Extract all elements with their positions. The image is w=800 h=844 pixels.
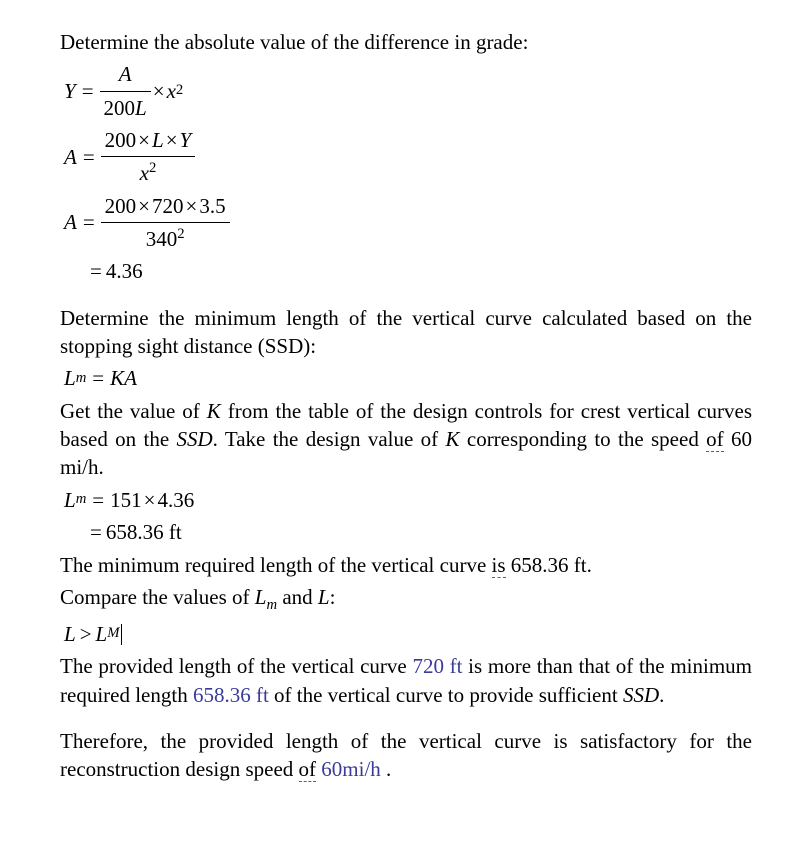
value-658: 658.36 ft [106,518,182,546]
x-var: x [167,77,176,105]
equals: = [77,143,101,171]
exp-2: 2 [177,226,184,242]
times: × [142,486,158,514]
v-151: 151 [110,486,142,514]
eq-a-lhs: A [64,208,77,236]
times: × [184,194,200,218]
para-min-length: The minimum required length of the verti… [60,551,752,579]
dot: . [659,683,664,707]
fraction: 200×L×Y x2 [101,126,196,188]
numerator: A [119,62,132,86]
equals: = [77,208,101,236]
colon: : [330,585,336,609]
fraction: 200×720×3.5 3402 [101,192,230,254]
txt: of the vertical curve to provide suffici… [269,683,623,707]
sub-m: m [76,369,87,389]
n-Y: Y [180,128,192,152]
n-200: 200 [105,194,137,218]
eq-a-lhs: A [64,143,77,171]
times: × [136,128,152,152]
intro-text-1: Determine the absolute value of the diff… [60,28,752,56]
sp [724,427,731,451]
document-page: Determine the absolute value of the diff… [0,0,800,816]
equals: = [86,486,110,514]
dot: . [587,553,592,577]
sub-M: M [107,624,119,644]
L: L [318,585,330,609]
sub-m: m [266,597,277,613]
txt: and [277,585,318,609]
of-underlined: of [706,427,724,452]
den-340: 340 [146,227,178,251]
dot: . [99,455,104,479]
equals: = [90,518,106,546]
val-658: 658.36 ft [193,683,269,707]
K: K [446,427,460,451]
equation-l-gt-lm: L > LM [60,620,752,648]
L: L [255,585,267,609]
val-speed: 60mi/h [321,757,381,781]
L: L [64,486,76,514]
val-720: 720 ft [412,654,462,678]
exp-2: 2 [149,160,156,176]
equation-a-2: A = 200×720×3.5 3402 [60,192,752,254]
n-200: 200 [105,128,137,152]
txt: corresponding to the speed [460,427,707,451]
txt: Get the value of [60,399,207,423]
txt: Therefore, the provided length of the ve… [60,729,752,781]
sub-m: m [76,490,87,510]
of-underlined: of [299,757,317,782]
L: L [96,620,108,648]
n-720: 720 [152,194,184,218]
txt: Compare the values of [60,585,255,609]
v-4.36: 4.36 [157,486,194,514]
L: L [64,364,76,392]
txt: The provided length of the vertical curv… [60,654,412,678]
equation-lm-ka: Lm = KA [60,364,752,392]
equation-a-result: = 4.36 [60,257,752,285]
den-200: 200 [104,96,136,120]
times: × [136,194,152,218]
text-cursor-icon [121,624,122,645]
n-3.5: 3.5 [199,194,225,218]
para-compare: Compare the values of Lm and L: [60,583,752,616]
den-x: x [140,161,149,185]
equals: = [76,77,100,105]
value-4.36: 4.36 [106,257,143,285]
para-k-explain: Get the value of K from the table of the… [60,397,752,482]
times: × [151,77,167,105]
is-underlined: is [492,553,506,578]
txt: . Take the design value of [213,427,446,451]
gt: > [76,620,96,648]
fraction: A 200L [100,60,151,122]
equals: = [90,257,106,285]
SSD: SSD [176,427,212,451]
para-conclusion: Therefore, the provided length of the ve… [60,727,752,784]
equation-a-1: A = 200×L×Y x2 [60,126,752,188]
SSD: SSD [623,683,659,707]
den-L: L [135,96,147,120]
val-658: 658.36 ft [511,553,587,577]
times: × [164,128,180,152]
exp-2: 2 [176,81,183,101]
equation-lm-calc: Lm = 151×4.36 [60,486,752,514]
equation-y: Y = A 200L × x2 [60,60,752,122]
para-provided-length: The provided length of the vertical curv… [60,652,752,709]
n-L: L [152,128,164,152]
K: K [207,399,221,423]
eq-y-lhs: Y [64,77,76,105]
dot: . [381,757,392,781]
intro-text-2: Determine the minimum length of the vert… [60,304,752,361]
equation-lm-result: = 658.36 ft [60,518,752,546]
K: K [110,364,124,392]
L: L [64,620,76,648]
txt: The minimum required length of the verti… [60,553,492,577]
A: A [124,364,137,392]
equals: = [86,364,110,392]
